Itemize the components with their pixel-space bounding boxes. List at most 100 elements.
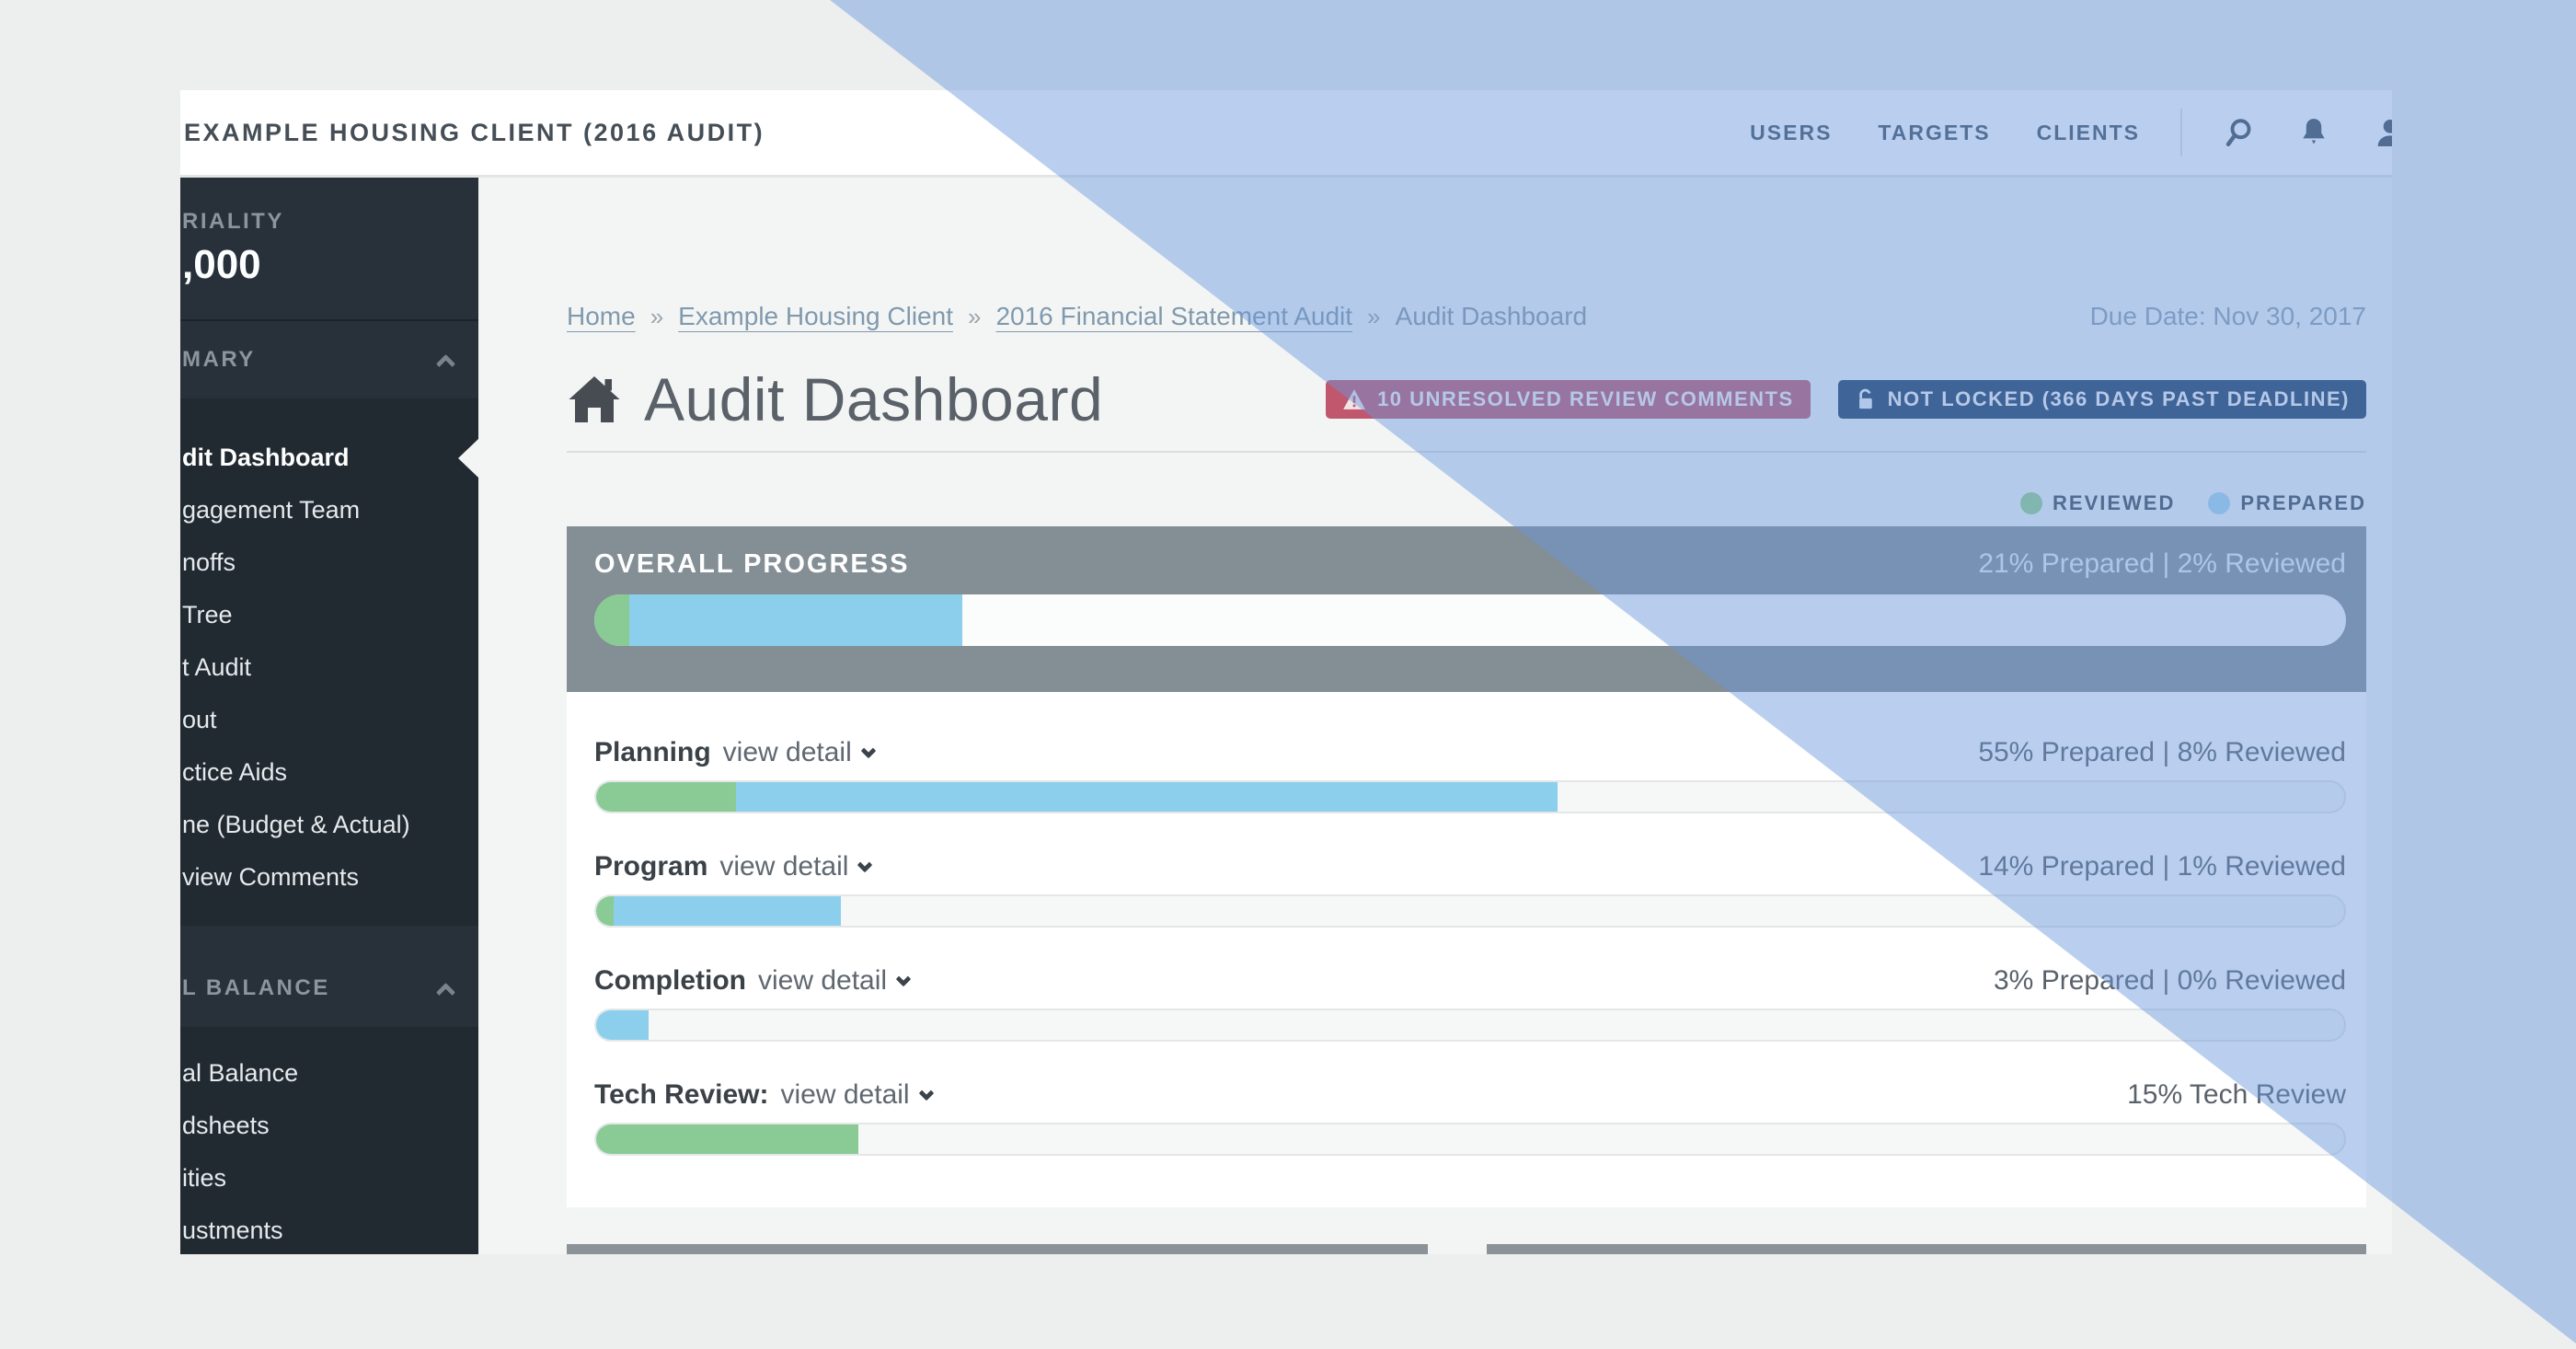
phase-progress-section: Planning view detail 55% Prepared | 8% R…	[567, 692, 2366, 1207]
sidebar-section-summary[interactable]: MARY	[180, 321, 478, 398]
sidebar-item-time-budget-actual[interactable]: ne (Budget & Actual)	[182, 811, 410, 838]
materiality-label: RIALITY	[182, 209, 284, 234]
nav-divider	[2180, 109, 2182, 156]
user-icon[interactable]	[2372, 114, 2392, 151]
unlock-icon	[1855, 387, 1877, 411]
breadcrumb-client[interactable]: Example Housing Client	[678, 302, 953, 330]
planning-value: 55% Prepared | 8% Reviewed	[1978, 737, 2346, 767]
sidebar-item-engagement-team[interactable]: gagement Team	[182, 496, 361, 524]
completion-view-detail-link[interactable]: view detail	[758, 965, 888, 996]
summary-items: dit Dashboard gagement Team noffs Tree t…	[180, 398, 478, 926]
unresolved-comments-badge[interactable]: 10 UNRESOLVED REVIEW COMMENTS	[1326, 380, 1811, 419]
sidebar-item-out[interactable]: out	[182, 706, 217, 733]
breadcrumb-audit[interactable]: 2016 Financial Statement Audit	[995, 302, 1353, 330]
program-view-detail-link[interactable]: view detail	[719, 851, 849, 882]
nav-clients[interactable]: CLIENTS	[2036, 120, 2140, 144]
sidebar-item-leadsheets[interactable]: dsheets	[182, 1112, 270, 1139]
tech-review-label: Tech Review:	[594, 1079, 769, 1110]
reviewed-dot-icon	[2020, 492, 2043, 514]
top-nav: USERS TARGETS CLIENTS	[1704, 109, 2392, 156]
program-progress-bar	[594, 894, 2346, 928]
page-header: Audit Dashboard 10 UNRESOLVED REVIEW COM…	[567, 364, 2366, 453]
page-title: Audit Dashboard	[644, 365, 1104, 433]
lower-cards	[567, 1244, 2366, 1254]
warning-icon	[1342, 388, 1366, 410]
app-window: EXAMPLE HOUSING CLIENT (2016 AUDIT) USER…	[180, 90, 2392, 1254]
title-group: Audit Dashboard	[567, 364, 1103, 434]
sidebar-item-tree[interactable]: Tree	[182, 601, 233, 628]
trial-balance-items: al Balance dsheets ities ustments	[180, 1027, 478, 1254]
search-icon[interactable]	[2223, 116, 2256, 149]
materiality-value: ,000	[182, 242, 261, 287]
overall-progress-label: OVERALL PROGRESS	[594, 548, 910, 579]
badge-label: 10 UNRESOLVED REVIEW COMMENTS	[1377, 387, 1794, 410]
sidebar: RIALITY ,000 MARY dit Dashboard gagement…	[180, 178, 478, 1254]
prepared-segment	[596, 1010, 649, 1040]
planning-view-detail-link[interactable]: view detail	[722, 737, 852, 767]
program-value: 14% Prepared | 1% Reviewed	[1978, 851, 2346, 882]
prepared-segment	[614, 896, 841, 926]
legend-prepared: PREPARED	[2208, 491, 2366, 515]
overall-progress-value: 21% Prepared | 2% Reviewed	[1978, 548, 2346, 579]
chevron-up-icon	[435, 353, 456, 374]
reviewed-segment	[594, 594, 630, 646]
chevron-up-icon	[435, 982, 456, 1002]
sidebar-item-trial-balance[interactable]: al Balance	[182, 1059, 299, 1087]
progress-legend: REVIEWED PREPARED	[567, 491, 2366, 515]
prepared-dot-icon	[2208, 492, 2231, 514]
not-locked-badge[interactable]: NOT LOCKED (366 DAYS PAST DEADLINE)	[1837, 380, 2366, 419]
sidebar-item-adjustments[interactable]: ustments	[182, 1216, 283, 1244]
home-icon	[567, 374, 622, 425]
planning-progress-bar	[594, 780, 2346, 813]
breadcrumb-home[interactable]: Home	[567, 302, 636, 330]
badges: 10 UNRESOLVED REVIEW COMMENTS NOT LOCKED…	[1326, 380, 2366, 419]
completion-row: Completion view detail 3% Prepared | 0% …	[594, 964, 2346, 1042]
legend-reviewed: REVIEWED	[2020, 491, 2175, 515]
breadcrumb-separator: »	[650, 302, 664, 330]
reviewed-segment	[596, 782, 736, 812]
completion-label: Completion	[594, 965, 746, 996]
progress-card: OVERALL PROGRESS 21% Prepared | 2% Revie…	[567, 526, 2366, 1207]
program-row: Program view detail 14% Prepared | 1% Re…	[594, 850, 2346, 928]
sidebar-item-review-comments[interactable]: view Comments	[182, 863, 360, 891]
planning-row: Planning view detail 55% Prepared | 8% R…	[594, 736, 2346, 813]
chevron-down-icon[interactable]	[857, 857, 873, 873]
breadcrumb-separator: »	[1367, 302, 1381, 330]
legend-prepared-label: PREPARED	[2240, 491, 2366, 514]
due-date: Due Date: Nov 30, 2017	[2089, 302, 2366, 330]
sidebar-section-trial-balance[interactable]: L BALANCE	[180, 950, 478, 1027]
sidebar-item-signoffs[interactable]: noffs	[182, 548, 236, 576]
sidebar-item-audit[interactable]: t Audit	[182, 653, 252, 681]
sidebar-item-practice-aids[interactable]: ctice Aids	[182, 758, 288, 786]
notifications-bell-icon[interactable]	[2296, 115, 2331, 150]
completion-progress-bar	[594, 1009, 2346, 1042]
reviewed-segment	[596, 896, 614, 926]
tech-review-view-detail-link[interactable]: view detail	[780, 1079, 910, 1110]
overall-progress-bar	[594, 594, 2346, 646]
top-bar: EXAMPLE HOUSING CLIENT (2016 AUDIT) USER…	[180, 90, 2392, 178]
tech-review-row: Tech Review: view detail 15% Tech Review	[594, 1078, 2346, 1156]
completion-value: 3% Prepared | 0% Reviewed	[1994, 965, 2346, 996]
planning-label: Planning	[594, 737, 711, 767]
prepared-segment	[629, 594, 962, 646]
program-label: Program	[594, 851, 708, 882]
nav-targets[interactable]: TARGETS	[1878, 120, 1991, 144]
breadcrumb-current: Audit Dashboard	[1395, 302, 1588, 330]
lower-card-left-header	[567, 1244, 1428, 1254]
nav-users[interactable]: USERS	[1750, 120, 1833, 144]
breadcrumb-separator: »	[967, 302, 982, 330]
chevron-down-icon[interactable]	[860, 743, 877, 759]
legend-reviewed-label: REVIEWED	[2053, 491, 2176, 514]
chevron-down-icon[interactable]	[895, 971, 912, 987]
materiality-block: RIALITY ,000	[180, 178, 478, 321]
chevron-down-icon[interactable]	[918, 1085, 935, 1101]
tech-review-segment	[596, 1124, 858, 1154]
badge-label: NOT LOCKED (366 DAYS PAST DEADLINE)	[1887, 387, 2350, 410]
sidebar-item-entities[interactable]: ities	[182, 1164, 227, 1192]
main-content: Home » Example Housing Client » 2016 Fin…	[478, 178, 2392, 1254]
tech-review-value: 15% Tech Review	[2127, 1079, 2346, 1110]
lower-card-right-header	[1487, 1244, 2366, 1254]
section-trial-balance-label: L BALANCE	[182, 975, 330, 1000]
overall-progress-section: OVERALL PROGRESS 21% Prepared | 2% Revie…	[567, 526, 2366, 692]
sidebar-item-audit-dashboard[interactable]: dit Dashboard	[180, 432, 478, 484]
